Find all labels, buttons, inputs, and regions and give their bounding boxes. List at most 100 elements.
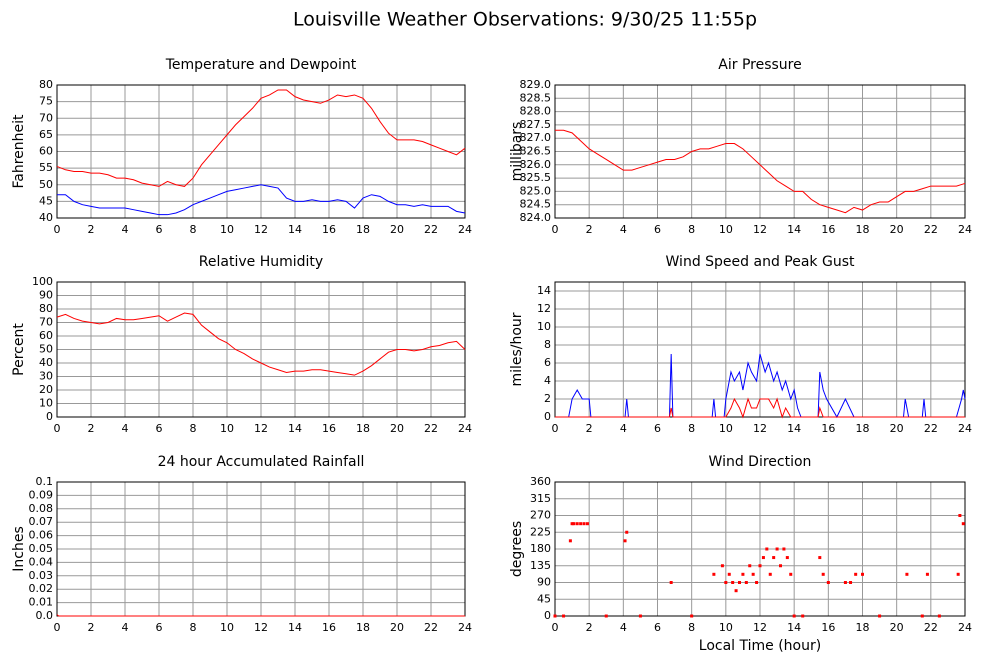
x-tick-label: 14 bbox=[787, 223, 801, 236]
y-tick-label: 4 bbox=[544, 374, 551, 387]
scatter-point bbox=[741, 572, 745, 576]
scatter-point bbox=[768, 572, 772, 576]
scatter-point bbox=[720, 564, 724, 568]
y-axis-label: Fahrenheit bbox=[11, 114, 27, 189]
y-axis-label: degrees bbox=[509, 521, 525, 577]
scatter-point bbox=[727, 572, 731, 576]
scatter-point bbox=[772, 556, 776, 560]
x-tick-label: 18 bbox=[356, 422, 370, 435]
x-tick-label: 4 bbox=[122, 223, 129, 236]
x-tick-label: 22 bbox=[924, 223, 938, 236]
scatter-point bbox=[758, 564, 762, 568]
x-tick-label: 12 bbox=[753, 223, 767, 236]
y-axis-label: miles/hour bbox=[509, 312, 525, 386]
x-tick-label: 6 bbox=[156, 422, 163, 435]
x-tick-label: 12 bbox=[753, 422, 767, 435]
y-tick-label: 827.0 bbox=[520, 131, 552, 144]
x-tick-label: 16 bbox=[821, 621, 835, 634]
x-tick-label: 18 bbox=[356, 621, 370, 634]
x-tick-label: 12 bbox=[254, 223, 268, 236]
x-tick-label: 22 bbox=[424, 422, 438, 435]
x-tick-label: 0 bbox=[54, 621, 61, 634]
y-tick-label: 0.07 bbox=[29, 515, 54, 528]
scatter-point bbox=[958, 514, 962, 517]
scatter-point bbox=[570, 522, 574, 526]
x-tick-label: 18 bbox=[856, 223, 870, 236]
scatter-point bbox=[738, 581, 741, 584]
x-tick-label: 10 bbox=[719, 621, 733, 634]
plot-border bbox=[554, 481, 966, 617]
scatter-point bbox=[582, 522, 586, 526]
scatter-point bbox=[779, 564, 782, 568]
y-tick-label: 70 bbox=[39, 316, 53, 329]
series-line bbox=[56, 89, 466, 187]
x-tick-label: 20 bbox=[390, 621, 404, 634]
scatter-point bbox=[761, 556, 765, 560]
y-tick-label: 0.04 bbox=[29, 555, 54, 568]
x-tick-label: 2 bbox=[88, 223, 95, 236]
x-tick-label: 2 bbox=[586, 223, 593, 236]
y-tick-label: 315 bbox=[530, 492, 551, 505]
y-tick-label: 825.0 bbox=[520, 184, 552, 197]
x-tick-label: 10 bbox=[220, 621, 234, 634]
scatter-point bbox=[961, 522, 965, 526]
series-line bbox=[555, 129, 966, 214]
x-tick-label: 2 bbox=[88, 621, 95, 634]
y-tick-label: 50 bbox=[39, 343, 53, 356]
scatter-point bbox=[734, 589, 738, 593]
x-tick-label: 24 bbox=[958, 422, 972, 435]
y-axis-label: millibars bbox=[509, 122, 525, 182]
x-tick-label: 24 bbox=[958, 223, 972, 236]
y-tick-label: 0.06 bbox=[29, 529, 54, 542]
x-tick-label: 10 bbox=[220, 223, 234, 236]
scatter-point bbox=[925, 572, 929, 576]
y-tick-label: 225 bbox=[530, 525, 551, 538]
scatter-point bbox=[765, 547, 769, 551]
y-tick-label: 180 bbox=[530, 542, 551, 555]
y-tick-label: 360 bbox=[530, 475, 551, 488]
scatter-point bbox=[861, 572, 864, 576]
x-tick-label: 16 bbox=[821, 223, 835, 236]
plot-border bbox=[554, 84, 966, 219]
scatter-point bbox=[638, 614, 642, 618]
x-tick-label: 16 bbox=[322, 621, 336, 634]
x-tick-label: 4 bbox=[122, 422, 129, 435]
x-tick-label: 10 bbox=[719, 223, 733, 236]
x-tick-label: 20 bbox=[390, 422, 404, 435]
x-tick-label: 20 bbox=[390, 223, 404, 236]
scatter-point bbox=[553, 614, 557, 618]
scatter-point bbox=[623, 539, 627, 543]
scatter-point bbox=[712, 572, 716, 576]
x-tick-label: 14 bbox=[288, 223, 302, 236]
y-tick-label: 827.5 bbox=[520, 118, 552, 131]
y-tick-label: 14 bbox=[537, 284, 551, 297]
plot-border bbox=[56, 84, 466, 219]
y-tick-label: 90 bbox=[537, 576, 551, 589]
y-tick-label: 0.0 bbox=[36, 609, 54, 622]
y-tick-label: 0.01 bbox=[29, 596, 54, 609]
y-tick-label: 20 bbox=[39, 383, 53, 396]
y-tick-label: 825.5 bbox=[520, 171, 552, 184]
scatter-point bbox=[775, 547, 779, 551]
chart-title: Air Pressure bbox=[718, 57, 801, 73]
x-tick-label: 6 bbox=[654, 422, 661, 435]
y-tick-label: 65 bbox=[39, 128, 53, 141]
y-tick-label: 45 bbox=[39, 194, 53, 207]
x-tick-label: 0 bbox=[552, 422, 559, 435]
scatter-point bbox=[843, 581, 847, 584]
y-tick-label: 135 bbox=[530, 559, 551, 572]
x-tick-label: 10 bbox=[220, 422, 234, 435]
x-tick-label: 20 bbox=[890, 422, 904, 435]
x-tick-label: 4 bbox=[620, 223, 627, 236]
scatter-point bbox=[575, 522, 579, 526]
scatter-point bbox=[751, 572, 755, 576]
y-tick-label: 10 bbox=[39, 397, 53, 410]
page-title: Louisville Weather Observations: 9/30/25… bbox=[293, 9, 757, 31]
y-tick-label: 70 bbox=[39, 111, 53, 124]
scatter-point bbox=[821, 572, 825, 576]
x-tick-label: 8 bbox=[190, 223, 197, 236]
x-tick-label: 8 bbox=[688, 223, 695, 236]
x-tick-label: 24 bbox=[958, 621, 972, 634]
x-tick-label: 12 bbox=[254, 422, 268, 435]
x-tick-label: 8 bbox=[688, 621, 695, 634]
